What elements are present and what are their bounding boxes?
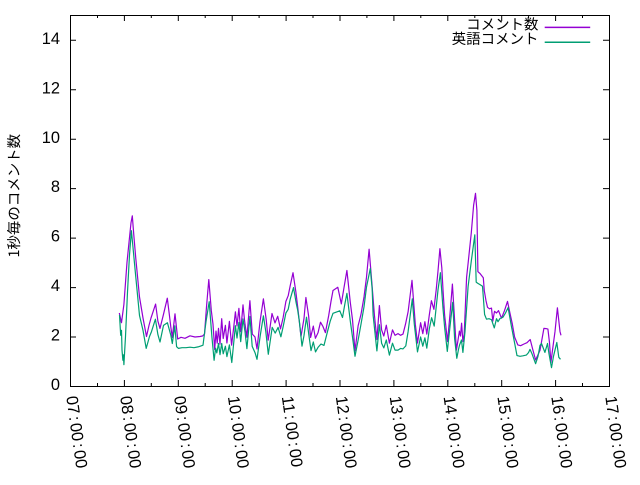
- svg-text:14: 14: [42, 30, 60, 48]
- svg-text:12: 12: [42, 79, 60, 97]
- svg-text:4: 4: [51, 277, 60, 295]
- svg-text:2: 2: [51, 327, 60, 345]
- svg-text:6: 6: [51, 228, 60, 246]
- svg-text:0: 0: [51, 376, 60, 394]
- svg-text:10: 10: [42, 129, 60, 147]
- svg-text:8: 8: [51, 178, 60, 196]
